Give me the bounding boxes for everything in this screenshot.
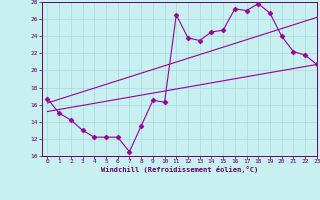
X-axis label: Windchill (Refroidissement éolien,°C): Windchill (Refroidissement éolien,°C) (100, 166, 258, 173)
